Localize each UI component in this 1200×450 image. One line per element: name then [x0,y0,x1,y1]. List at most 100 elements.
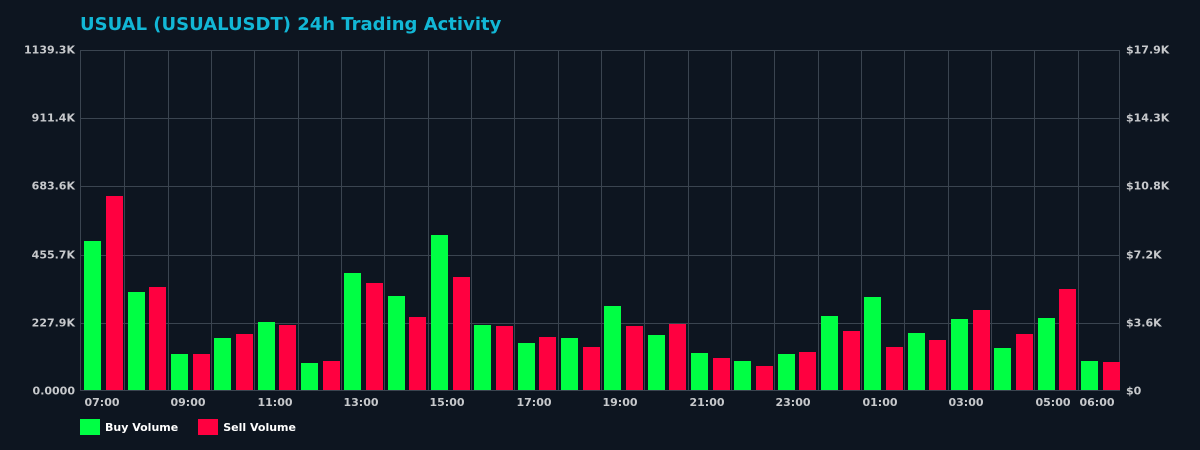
y-left-tick: 227.9K [31,316,75,330]
legend-label-sell: Sell Volume [223,420,296,434]
buy-bar[interactable] [517,343,535,390]
v-gridline [254,50,255,390]
x-tick: 03:00 [948,396,984,409]
sell-bar[interactable] [799,352,817,390]
y-left-tick: 911.4K [31,111,75,125]
buy-bar[interactable] [821,316,838,390]
buy-bar[interactable] [171,354,188,390]
buy-bar[interactable] [647,334,665,390]
v-gridline [168,50,169,390]
h-gridline [81,118,1119,119]
legend-item-buy[interactable]: Buy Volume [80,419,178,435]
buy-bar[interactable] [951,319,968,390]
v-gridline [688,50,689,390]
y-left-tick: 1139.3K [24,43,75,57]
sell-bar[interactable] [712,357,730,390]
buy-bar[interactable] [1037,317,1055,390]
buy-bar[interactable] [907,333,925,390]
buy-bar[interactable] [344,272,362,390]
legend-item-sell[interactable]: Sell Volume [198,419,296,435]
sell-bar[interactable] [842,331,860,390]
sell-bar[interactable] [1059,289,1077,390]
sell-bar[interactable] [669,324,687,390]
v-gridline [818,50,819,390]
h-gridline [81,186,1119,187]
sell-bar[interactable] [192,354,210,390]
y-left-tick: 0.0000 [32,384,75,398]
sell-bar[interactable] [322,360,340,390]
sell-bar[interactable] [972,310,990,390]
sell-bar[interactable] [929,340,947,390]
buy-bar[interactable] [604,305,622,390]
buy-bar[interactable] [777,354,795,390]
legend: Buy Volume Sell Volume [80,419,296,435]
x-tick: 17:00 [516,396,552,409]
x-tick: 23:00 [775,396,811,409]
v-gridline [1034,50,1035,390]
v-gridline [384,50,385,390]
buy-bar[interactable] [734,360,752,390]
v-gridline [991,50,992,390]
buy-bar[interactable] [214,337,232,390]
buy-bar[interactable] [561,337,578,390]
h-gridline [81,255,1119,256]
x-tick: 06:00 [1079,396,1115,409]
sell-swatch [198,419,219,435]
x-tick: 15:00 [429,396,465,409]
buy-bar[interactable] [474,325,492,390]
sell-bar[interactable] [409,316,427,390]
buy-bar[interactable] [127,292,145,390]
v-gridline [558,50,559,390]
x-tick: 05:00 [1035,396,1071,409]
y-right-tick: $7.2K [1126,248,1162,262]
sell-bar[interactable] [496,325,513,390]
buy-bar[interactable] [84,240,102,390]
buy-bar[interactable] [257,322,275,390]
v-gridline [428,50,429,390]
y-left-tick: 683.6K [31,179,75,193]
x-tick: 11:00 [257,396,293,409]
h-gridline [81,323,1119,324]
v-gridline [1078,50,1079,390]
buy-bar[interactable] [431,234,448,390]
sell-bar[interactable] [626,325,643,390]
sell-bar[interactable] [366,283,383,390]
sell-bar[interactable] [1016,334,1033,390]
y-left-tick: 455.7K [31,248,75,262]
sell-bar[interactable] [582,346,600,390]
v-gridline [514,50,515,390]
sell-bar[interactable] [539,337,557,390]
x-tick: 21:00 [689,396,725,409]
plot-area [80,50,1120,391]
sell-bar[interactable] [452,277,470,390]
sell-bar[interactable] [886,346,903,390]
x-tick: 09:00 [170,396,206,409]
x-tick: 13:00 [343,396,379,409]
x-tick: 19:00 [602,396,638,409]
v-gridline [774,50,775,390]
y-right-tick: $14.3K [1126,111,1170,125]
buy-bar[interactable] [1081,360,1098,390]
sell-bar[interactable] [1102,361,1120,390]
y-right-tick: $17.9K [1126,43,1170,57]
h-gridline [81,50,1119,51]
sell-bar[interactable] [756,366,773,390]
v-gridline [211,50,212,390]
buy-bar[interactable] [387,296,405,390]
buy-bar[interactable] [994,348,1012,390]
sell-bar[interactable] [279,325,297,390]
v-gridline [861,50,862,390]
v-gridline [904,50,905,390]
buy-bar[interactable] [301,363,318,390]
v-gridline [948,50,949,390]
y-right-tick: $3.6K [1126,316,1162,330]
buy-bar[interactable] [691,352,708,390]
sell-bar[interactable] [149,287,167,390]
legend-label-buy: Buy Volume [105,420,179,434]
sell-bar[interactable] [106,196,123,390]
buy-bar[interactable] [864,296,882,390]
x-tick: 07:00 [84,396,120,409]
sell-bar[interactable] [236,334,253,390]
y-right-tick: $0 [1126,384,1142,398]
v-gridline [731,50,732,390]
